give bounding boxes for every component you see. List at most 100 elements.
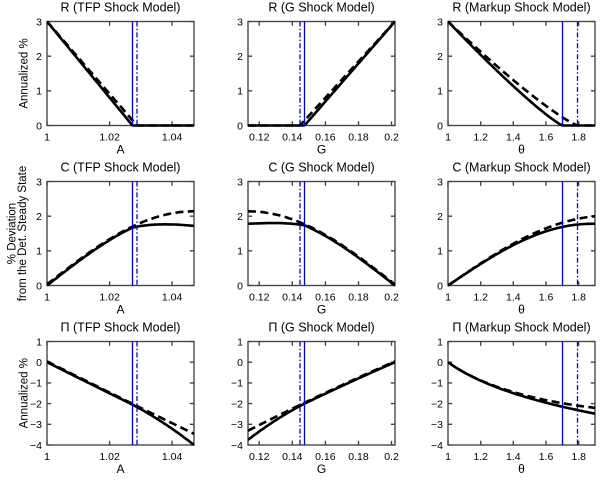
svg-text:0.12: 0.12 — [249, 292, 270, 304]
svg-text:2: 2 — [437, 211, 443, 223]
svg-text:1.8: 1.8 — [571, 132, 586, 144]
svg-text:0.18: 0.18 — [348, 451, 369, 463]
svg-text:from the Det. Steady State: from the Det. Steady State — [17, 166, 29, 302]
svg-text:0: 0 — [237, 357, 243, 369]
svg-text:1.04: 1.04 — [162, 451, 183, 463]
svg-text:0.14: 0.14 — [282, 132, 303, 144]
svg-text:C (G Shock Model): C (G Shock Model) — [268, 161, 374, 175]
svg-text:0.2: 0.2 — [384, 132, 399, 144]
svg-text:1: 1 — [445, 292, 451, 304]
svg-text:Π (Markup Shock Model): Π (Markup Shock Model) — [452, 321, 590, 335]
svg-text:1: 1 — [36, 336, 42, 348]
svg-text:% Deviation: % Deviation — [7, 203, 19, 264]
svg-text:0.16: 0.16 — [315, 132, 336, 144]
svg-text:A: A — [116, 143, 124, 157]
svg-text:3: 3 — [36, 16, 42, 28]
svg-text:2: 2 — [237, 51, 243, 63]
svg-text:G: G — [317, 303, 326, 317]
svg-text:1.6: 1.6 — [539, 451, 554, 463]
svg-text:θ: θ — [518, 303, 525, 317]
svg-text:0: 0 — [437, 280, 443, 292]
svg-text:1.8: 1.8 — [571, 292, 586, 304]
svg-text:0.2: 0.2 — [384, 451, 399, 463]
svg-text:C (TFP Shock Model): C (TFP Shock Model) — [61, 161, 181, 175]
svg-text:C (Markup Shock Model): C (Markup Shock Model) — [452, 161, 590, 175]
svg-text:2: 2 — [36, 51, 42, 63]
svg-text:1: 1 — [44, 451, 50, 463]
svg-text:0.14: 0.14 — [282, 451, 303, 463]
svg-text:3: 3 — [237, 176, 243, 188]
svg-text:−4: −4 — [431, 440, 443, 452]
svg-text:−3: −3 — [231, 419, 243, 431]
svg-text:1: 1 — [445, 451, 451, 463]
svg-text:3: 3 — [437, 176, 443, 188]
svg-text:0: 0 — [237, 120, 243, 132]
svg-text:A: A — [116, 303, 124, 317]
svg-text:2: 2 — [36, 211, 42, 223]
svg-text:1.2: 1.2 — [473, 292, 488, 304]
svg-text:1.02: 1.02 — [99, 451, 120, 463]
svg-text:1.2: 1.2 — [473, 132, 488, 144]
svg-text:Annualized %: Annualized % — [19, 358, 31, 428]
svg-text:1: 1 — [36, 246, 42, 258]
svg-text:1.02: 1.02 — [99, 292, 120, 304]
svg-text:0.16: 0.16 — [315, 292, 336, 304]
svg-text:0.16: 0.16 — [315, 451, 336, 463]
svg-text:1: 1 — [44, 132, 50, 144]
svg-text:1.4: 1.4 — [506, 451, 521, 463]
svg-text:1.02: 1.02 — [99, 132, 120, 144]
svg-text:−2: −2 — [431, 398, 443, 410]
svg-text:3: 3 — [437, 16, 443, 28]
svg-text:1: 1 — [437, 336, 443, 348]
svg-text:θ: θ — [518, 143, 525, 157]
svg-text:−4: −4 — [30, 440, 42, 452]
svg-text:0: 0 — [36, 120, 42, 132]
svg-text:−1: −1 — [30, 378, 42, 390]
svg-text:3: 3 — [237, 16, 243, 28]
svg-text:1: 1 — [36, 86, 42, 98]
svg-text:1: 1 — [44, 292, 50, 304]
svg-text:0.18: 0.18 — [348, 292, 369, 304]
svg-text:0: 0 — [36, 357, 42, 369]
svg-text:−4: −4 — [231, 440, 243, 452]
svg-text:1.6: 1.6 — [539, 132, 554, 144]
svg-text:0.18: 0.18 — [348, 132, 369, 144]
svg-text:1.6: 1.6 — [539, 292, 554, 304]
svg-text:R (TFP Shock Model): R (TFP Shock Model) — [61, 1, 181, 15]
svg-text:−2: −2 — [231, 398, 243, 410]
svg-text:0: 0 — [437, 357, 443, 369]
svg-text:2: 2 — [237, 211, 243, 223]
svg-text:Annualized %: Annualized % — [19, 38, 31, 108]
svg-text:0: 0 — [36, 280, 42, 292]
svg-text:1.4: 1.4 — [506, 292, 521, 304]
svg-text:3: 3 — [36, 176, 42, 188]
svg-text:0: 0 — [237, 280, 243, 292]
svg-text:Π (G Shock Model): Π (G Shock Model) — [268, 321, 374, 335]
svg-text:1.04: 1.04 — [162, 292, 183, 304]
svg-text:0.12: 0.12 — [249, 451, 270, 463]
svg-text:0.14: 0.14 — [282, 292, 303, 304]
svg-text:1: 1 — [437, 246, 443, 258]
svg-text:θ: θ — [518, 462, 525, 476]
svg-text:1.8: 1.8 — [571, 451, 586, 463]
svg-text:1: 1 — [237, 86, 243, 98]
svg-text:G: G — [317, 143, 326, 157]
svg-text:−1: −1 — [231, 378, 243, 390]
svg-text:1.4: 1.4 — [506, 132, 521, 144]
svg-text:1: 1 — [237, 336, 243, 348]
svg-text:0.12: 0.12 — [249, 132, 270, 144]
svg-text:0: 0 — [437, 120, 443, 132]
svg-text:1: 1 — [445, 132, 451, 144]
svg-text:−3: −3 — [30, 419, 42, 431]
svg-text:1: 1 — [437, 86, 443, 98]
svg-text:−1: −1 — [431, 378, 443, 390]
svg-text:1: 1 — [237, 246, 243, 258]
svg-text:A: A — [116, 462, 124, 476]
svg-text:0.2: 0.2 — [384, 292, 399, 304]
svg-text:−2: −2 — [30, 398, 42, 410]
svg-text:1.04: 1.04 — [162, 132, 183, 144]
svg-text:Π (TFP Shock Model): Π (TFP Shock Model) — [61, 321, 181, 335]
svg-text:−3: −3 — [431, 419, 443, 431]
svg-text:R (Markup Shock Model): R (Markup Shock Model) — [452, 1, 590, 15]
svg-text:1.2: 1.2 — [473, 451, 488, 463]
